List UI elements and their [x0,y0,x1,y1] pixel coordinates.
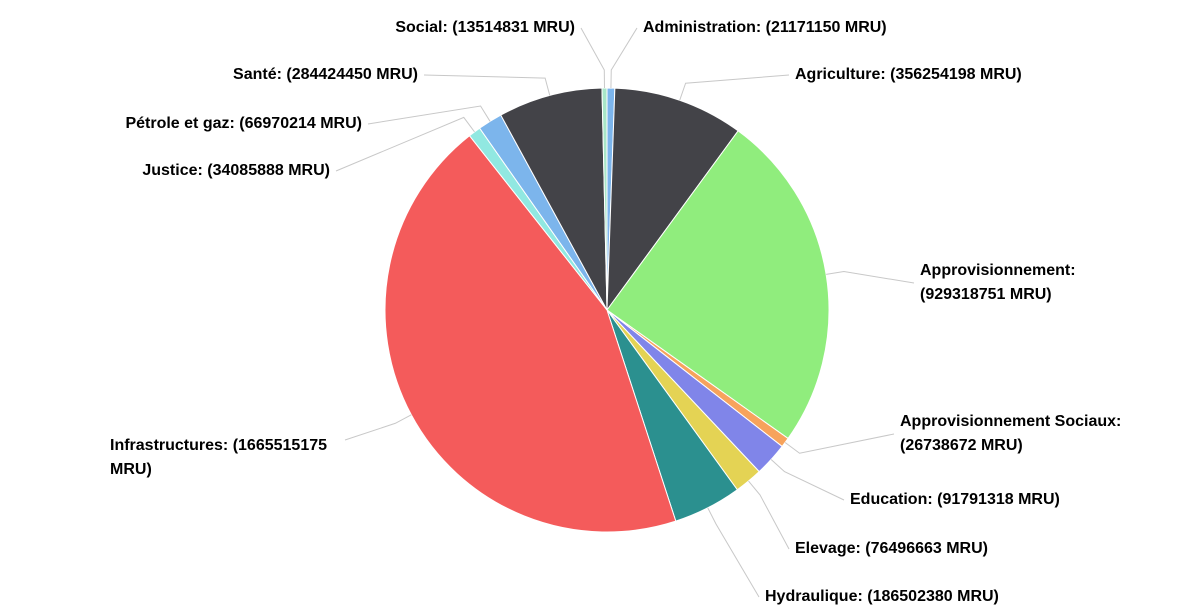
slice-label: Approvisionnement: (929318751 MRU) [920,259,1150,307]
value-label: (21171150 MRU) [765,19,887,36]
connector [770,459,845,501]
category-label: Social: [395,19,448,36]
connector [707,507,760,598]
category-label: Approvisionnement Sociaux: [900,413,1122,430]
connector [580,27,605,89]
slice-label: Santé: (284424450 MRU) [18,63,418,87]
slice-label: Approvisionnement Sociaux: (26738672 MRU… [900,410,1170,458]
slice-label: Hydraulique: (186502380 MRU) [765,585,1165,609]
category-label: Approvisionnement: [920,262,1076,279]
category-label: Hydraulique: [765,588,863,605]
slice-label: Social: (13514831 MRU) [175,16,575,40]
slice [500,87,608,311]
value-label: (13514831 MRU) [452,19,575,36]
slice [606,87,739,312]
value-label: (186502380 MRU) [867,588,999,605]
connector [748,480,790,550]
slice-label: Agriculture: (356254198 MRU) [795,63,1192,87]
connector [367,105,491,125]
value-label: (76496663 MRU) [865,540,988,557]
value-label: (284424450 MRU) [286,66,418,83]
slice-label: Infrastructures: (1665515175 MRU) [110,434,330,482]
value-label: (66970214 MRU) [239,115,362,132]
connector [826,271,915,284]
connector [423,74,551,96]
slice-label: Justice: (34085888 MRU) [0,159,330,183]
category-label: Infrastructures: [110,437,229,454]
category-label: Santé: [233,66,282,83]
value-label: (34085888 MRU) [207,162,330,179]
category-label: Pétrole et gaz: [125,115,235,132]
slice-label: Administration: (21171150 MRU) [643,16,1043,40]
value-label: (356254198 MRU) [890,66,1022,83]
slice [384,135,677,533]
category-label: Elevage: [795,540,861,557]
category-label: Justice: [142,162,203,179]
connector [679,74,790,101]
connector [344,414,412,441]
value-label: (91791318 MRU) [937,491,1060,508]
connector [335,116,475,172]
value-label: (26738672 MRU) [900,437,1023,454]
value-label: (929318751 MRU) [920,286,1052,303]
slice-label: Elevage: (76496663 MRU) [795,537,1192,561]
category-label: Education: [850,491,933,508]
category-label: Administration: [643,19,762,36]
category-label: Agriculture: [795,66,886,83]
slice-label: Education: (91791318 MRU) [850,488,1192,512]
value-label: (1665515175 MRU) [110,437,328,478]
slice-label: Pétrole et gaz: (66970214 MRU) [0,112,362,136]
connector [784,433,895,454]
connector [610,27,638,89]
